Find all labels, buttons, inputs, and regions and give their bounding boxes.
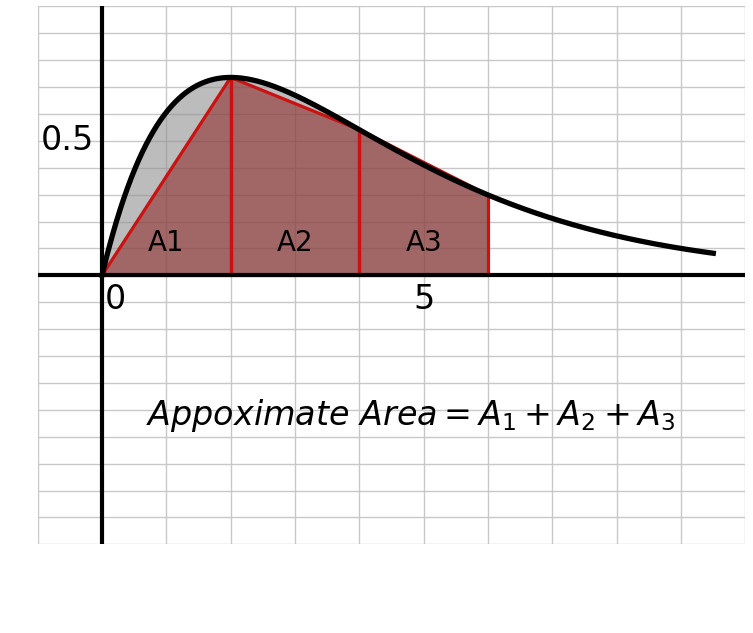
Text: A1: A1 xyxy=(148,229,184,257)
Text: A3: A3 xyxy=(405,229,442,257)
Polygon shape xyxy=(102,77,230,275)
Text: 5: 5 xyxy=(413,283,434,316)
Text: 0.5: 0.5 xyxy=(41,124,94,158)
Text: $\mathit{Appoximate\ Area} = A_1 + A_2 + A_3$: $\mathit{Appoximate\ Area} = A_1 + A_2 +… xyxy=(146,397,675,434)
Text: 0: 0 xyxy=(105,283,127,316)
Polygon shape xyxy=(359,130,488,275)
Text: A2: A2 xyxy=(276,229,313,257)
Polygon shape xyxy=(230,77,359,275)
